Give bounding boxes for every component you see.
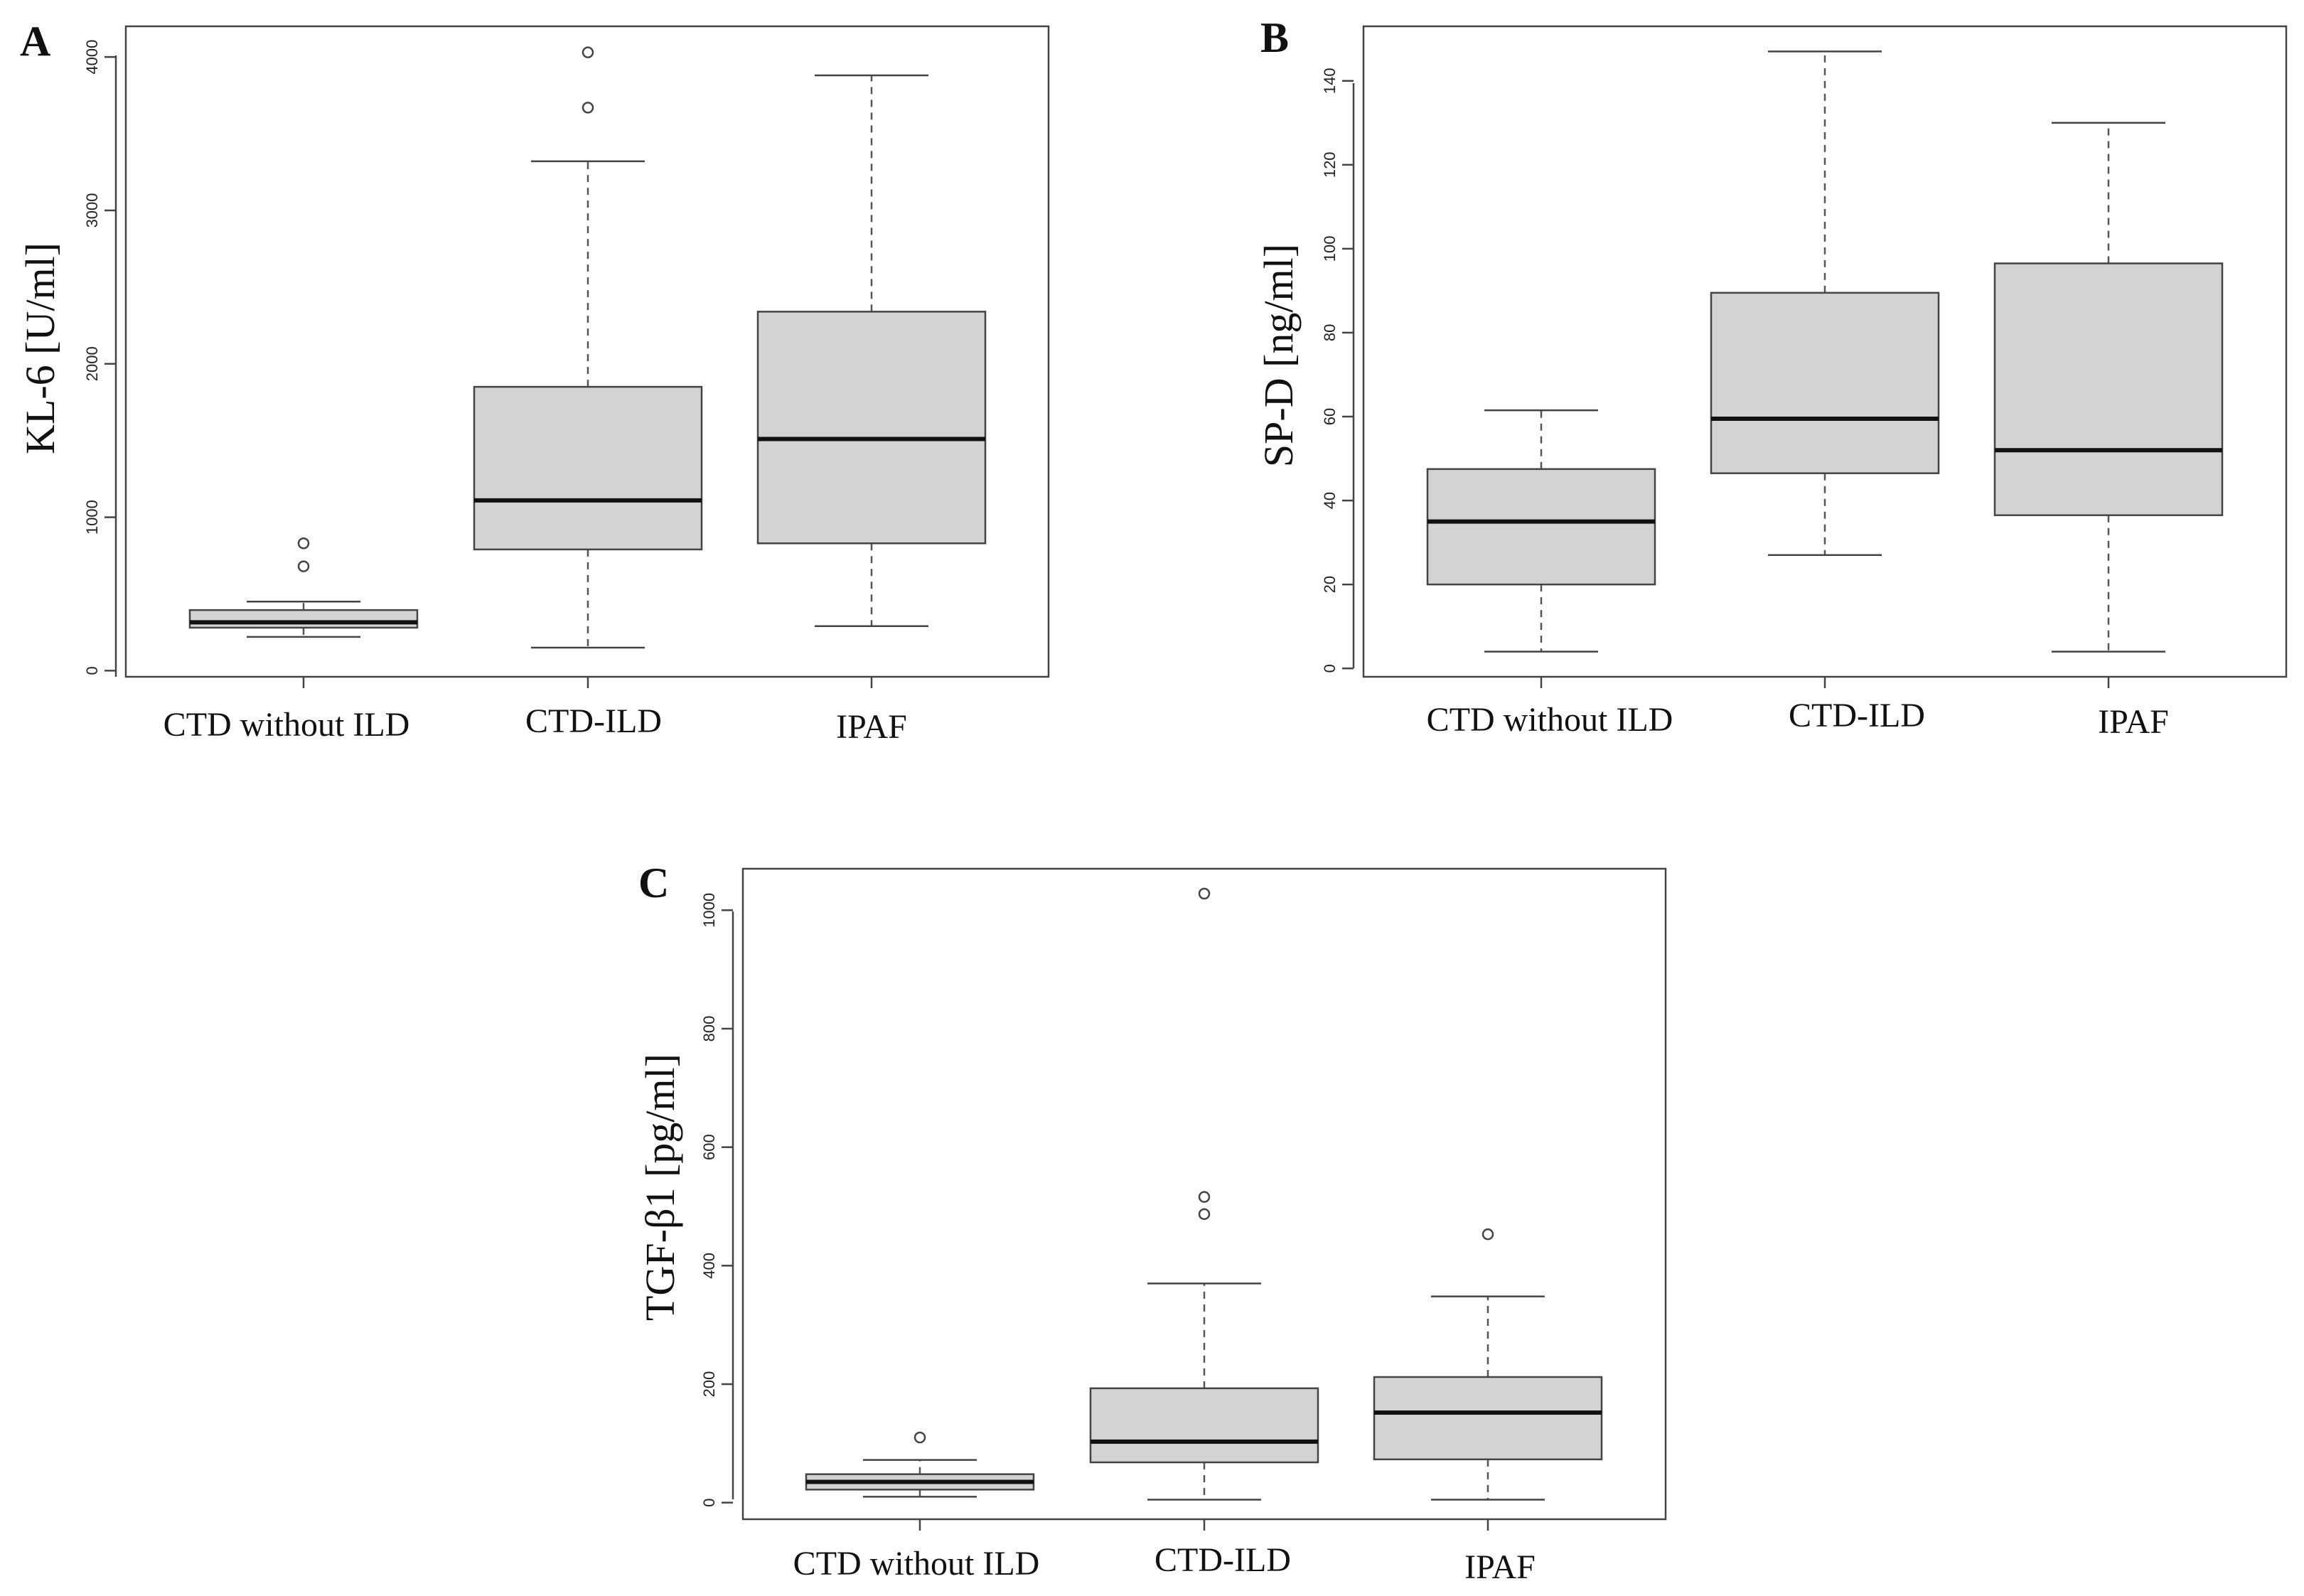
- category-label-a-ctd-ild: CTD-ILD: [525, 702, 662, 740]
- y-tick-label-a-1000: 1000: [83, 500, 101, 535]
- y-tick-label-c-0: 0: [700, 1499, 718, 1507]
- outlier-a-ctd-ild-1: [582, 102, 594, 114]
- outlier-c-ctd-ild-1: [1198, 1208, 1211, 1221]
- y-axis-title-b: SP-D [ng/ml]: [1255, 244, 1302, 467]
- panel-letter-c: C: [638, 859, 669, 906]
- box-c-ipaf: [1373, 1376, 1603, 1461]
- y-tick-label-b-40: 40: [1321, 492, 1339, 509]
- category-label-c-ctd-without-ild: CTD without ILD: [793, 1545, 1040, 1582]
- category-label-b-ctd-without-ild: CTD without ILD: [1427, 701, 1673, 739]
- panel-letter-a: A: [20, 18, 50, 65]
- outlier-a-ctd-without-ild-2: [297, 537, 310, 550]
- y-ticks-b: 0 20 40 60 80 100 120 140: [1321, 68, 1354, 673]
- y-ticks-c: 0 200 400 600 800 1000: [700, 893, 733, 1507]
- panel-letter-b: B: [1260, 14, 1289, 61]
- outlier-c-ctd-ild-2: [1198, 1191, 1211, 1203]
- category-label-c-ipaf: IPAF: [1464, 1548, 1536, 1586]
- category-label-b-ipaf: IPAF: [2098, 703, 2169, 741]
- y-tick-label-b-80: 80: [1321, 324, 1339, 341]
- y-tick-label-b-0: 0: [1321, 664, 1339, 673]
- y-tick-label-c-800: 800: [700, 1016, 718, 1042]
- box-c-ctd-ild: [1089, 1387, 1319, 1464]
- outlier-c-ctd-without-ild-1: [913, 1431, 926, 1444]
- y-tick-label-a-0: 0: [83, 666, 101, 675]
- y-axis-title-a: KL-6 [U/ml]: [17, 242, 63, 454]
- box-a-ctd-ild: [473, 385, 703, 551]
- y-tick-label-b-60: 60: [1321, 408, 1339, 425]
- box-b-ctd-ild: [1710, 291, 1940, 474]
- box-a-ipaf: [756, 311, 987, 545]
- panel-c: C TGF-β1 [pg/ml] 0 200 400 600 800 1000 CTD w…: [637, 859, 1667, 1586]
- boxes-b: [1426, 50, 2224, 688]
- y-tick-label-b-20: 20: [1321, 576, 1339, 593]
- outlier-c-ipaf-1: [1481, 1228, 1494, 1241]
- box-b-ipaf: [1993, 262, 2224, 516]
- box-b-ctd-without-ild: [1426, 468, 1656, 586]
- y-tick-label-b-140: 140: [1321, 68, 1339, 94]
- y-tick-label-a-3000: 3000: [83, 193, 101, 227]
- y-tick-label-c-600: 600: [700, 1134, 718, 1160]
- y-axis-title-c: TGF-β1 [pg/ml]: [637, 1054, 683, 1321]
- y-tick-label-b-100: 100: [1321, 236, 1339, 262]
- category-label-a-ctd-without-ild: CTD without ILD: [164, 706, 410, 744]
- y-tick-label-a-4000: 4000: [83, 40, 101, 75]
- y-tick-label-c-400: 400: [700, 1253, 718, 1279]
- y-tick-label-c-1000: 1000: [700, 893, 718, 928]
- y-tick-label-a-2000: 2000: [83, 346, 101, 381]
- panel-b: B SP-D [ng/ml] 0 20 40 60 80 100 120 140 CTD wi…: [1255, 14, 2288, 741]
- category-label-c-ctd-ild: CTD-ILD: [1154, 1541, 1291, 1579]
- y-tick-label-c-200: 200: [700, 1371, 718, 1398]
- boxes-c: [805, 887, 1603, 1531]
- outlier-a-ctd-ild-2: [582, 46, 594, 58]
- category-label-b-ctd-ild: CTD-ILD: [1789, 697, 1925, 734]
- outlier-c-ctd-ild-3: [1198, 887, 1211, 900]
- category-label-a-ipaf: IPAF: [836, 708, 907, 746]
- boxes-a: [188, 46, 987, 688]
- box-a-ctd-without-ild: [188, 609, 419, 629]
- panel-a: A KL-6 [U/ml] 0 1000 2000 3000 4000 CTD with…: [17, 18, 1050, 746]
- outlier-a-ctd-without-ild-1: [297, 560, 310, 572]
- y-tick-label-b-120: 120: [1321, 151, 1339, 178]
- y-ticks-a: 0 1000 2000 3000 4000: [83, 40, 116, 675]
